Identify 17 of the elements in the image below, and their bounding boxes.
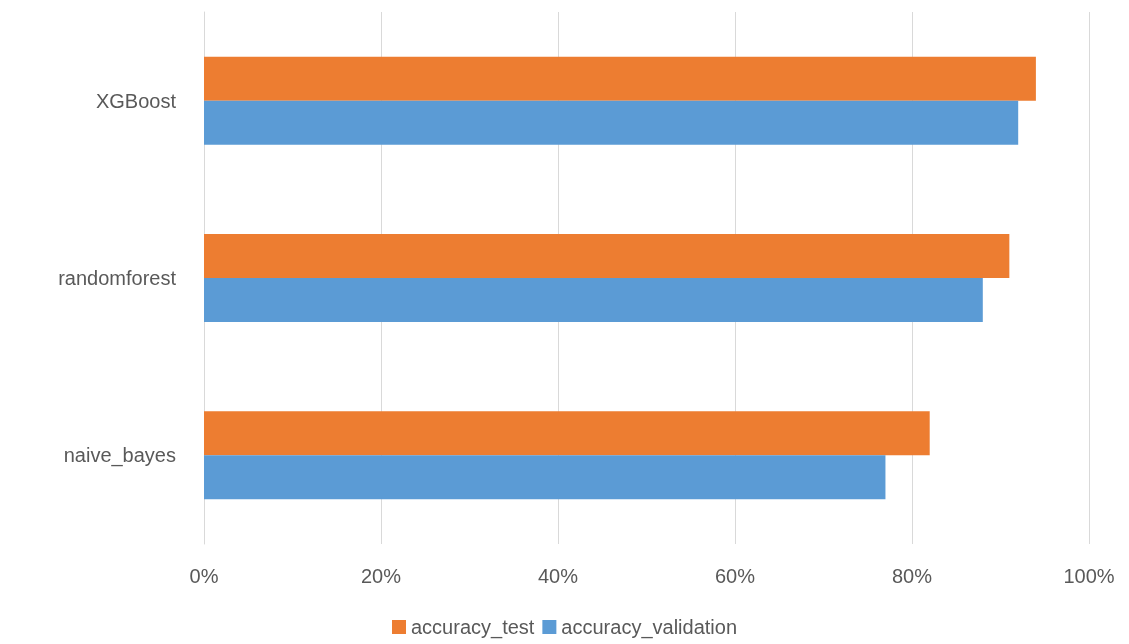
x-tick-label: 60% (714, 565, 756, 587)
x-tick-label: 0% (189, 565, 219, 587)
x-tick-label: 80% (891, 565, 933, 587)
bar (204, 56, 1036, 101)
bar (204, 278, 983, 322)
bar (204, 234, 1010, 278)
bar (204, 411, 930, 456)
bar (204, 100, 1019, 145)
y-tick-label: XGBoost (95, 89, 177, 112)
legend-label: accuracy_validation (561, 616, 738, 639)
y-tick-label: naive_bayes (63, 444, 176, 468)
legend-label: accuracy_test (410, 616, 535, 639)
x-tick-label: 40% (537, 565, 579, 587)
x-tick-label: 20% (360, 565, 402, 587)
bar (204, 455, 886, 500)
y-tick-label: randomforest (58, 267, 177, 289)
x-tick-label: 100% (1063, 565, 1115, 587)
